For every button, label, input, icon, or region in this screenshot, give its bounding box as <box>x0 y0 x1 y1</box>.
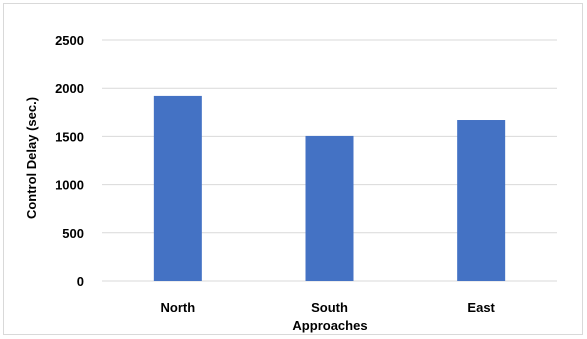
bar-south <box>305 135 354 281</box>
x-tick-label: South <box>311 300 348 315</box>
x-axis-title: Approaches <box>292 318 367 333</box>
y-tick-label: 1000 <box>55 178 84 193</box>
x-tick-labels: North South East <box>160 300 495 315</box>
y-tick-label: 1500 <box>55 129 84 144</box>
x-tick-label: East <box>467 300 495 315</box>
x-tick-label: North <box>160 300 195 315</box>
y-tick-label: 2000 <box>55 81 84 96</box>
y-tick-label: 500 <box>62 226 84 241</box>
bar-east <box>457 120 506 282</box>
bar-north <box>153 95 202 281</box>
y-tick-labels: 0 500 1000 1500 2000 2500 <box>55 33 84 289</box>
y-tick-label: 0 <box>77 274 84 289</box>
bars <box>153 95 506 282</box>
y-axis-title: Control Delay (sec.) <box>24 97 39 219</box>
y-tick-label: 2500 <box>55 33 84 48</box>
